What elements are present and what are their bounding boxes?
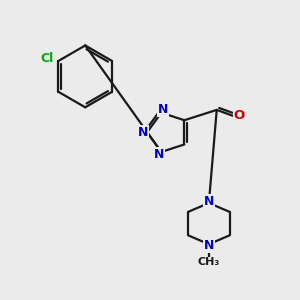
Text: N: N [158,103,168,116]
Text: O: O [234,109,245,122]
Text: N: N [204,195,214,208]
Text: N: N [204,239,214,252]
Text: CH₃: CH₃ [198,257,220,268]
Text: Cl: Cl [40,52,54,65]
Text: N: N [137,126,148,139]
Text: N: N [154,148,164,161]
